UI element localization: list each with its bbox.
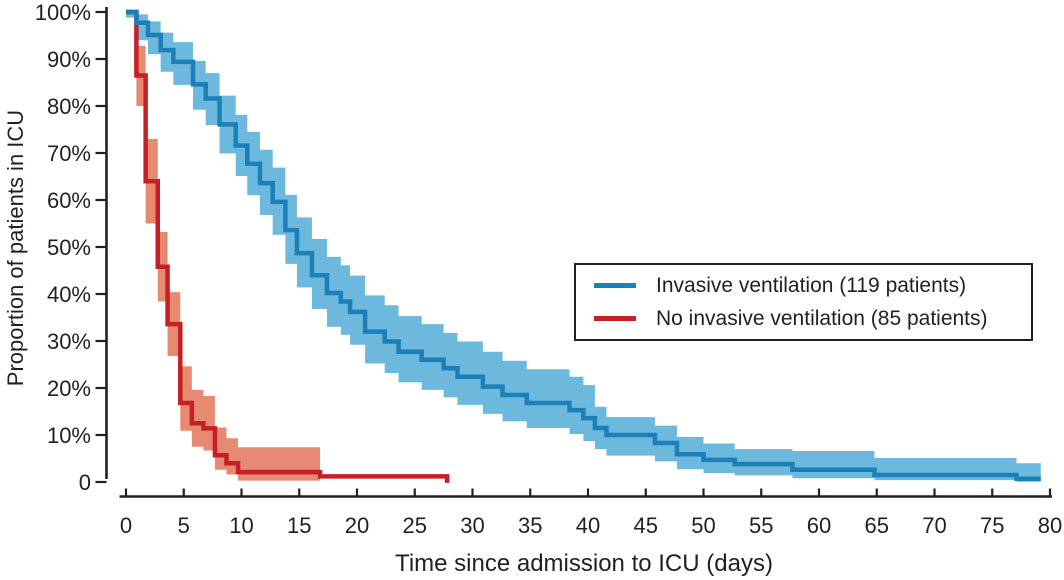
x-tick-label: 60 [807, 513, 831, 538]
x-tick-label: 70 [922, 513, 946, 538]
x-tick-label: 45 [634, 513, 658, 538]
y-tick-label: 50% [47, 235, 91, 260]
x-tick-label: 55 [749, 513, 773, 538]
invasive-ventilation-confidence-band [126, 12, 1041, 482]
x-tick-label: 40 [576, 513, 600, 538]
x-tick-label: 15 [287, 513, 311, 538]
x-tick-label: 0 [120, 513, 132, 538]
no-invasive-ventilation-step-line [126, 9, 450, 483]
x-tick-label: 80 [1038, 513, 1062, 538]
y-axis-title: Proportion of patients in ICU [3, 109, 28, 387]
y-tick-label: 70% [47, 141, 91, 166]
x-tick-label: 5 [178, 513, 190, 538]
legend-label-invasive-ventilation: Invasive ventilation (119 patients) [656, 273, 967, 297]
y-tick-label: 40% [47, 282, 91, 307]
y-tick-label: 90% [47, 47, 91, 72]
legend: Invasive ventilation (119 patients) No i… [574, 263, 1033, 341]
x-tick-label: 75 [980, 513, 1004, 538]
x-tick-label: 30 [460, 513, 484, 538]
x-tick-label: 65 [865, 513, 889, 538]
x-axis-title: Time since admission to ICU (days) [395, 550, 773, 577]
legend-swatch-no-invasive-ventilation [594, 316, 636, 321]
y-tick-label: 10% [47, 423, 91, 448]
y-tick-label: 0 [79, 470, 91, 495]
invasive-ventilation-step-line [126, 9, 1041, 481]
legend-item-invasive-ventilation: Invasive ventilation (119 patients) [594, 274, 1031, 298]
y-tick-label: 30% [47, 329, 91, 354]
legend-label-no-invasive-ventilation: No invasive ventilation (85 patients) [656, 306, 988, 330]
y-tick-label: 100% [35, 0, 91, 25]
y-tick-label: 60% [47, 188, 91, 213]
y-tick-label: 80% [47, 94, 91, 119]
legend-item-no-invasive-ventilation: No invasive ventilation (85 patients) [594, 307, 1031, 331]
x-tick-label: 20 [345, 513, 369, 538]
x-tick-label: 50 [691, 513, 715, 538]
y-tick-label: 20% [47, 376, 91, 401]
x-tick-label: 10 [229, 513, 253, 538]
x-tick-label: 25 [403, 513, 427, 538]
x-tick-label: 35 [518, 513, 542, 538]
legend-swatch-invasive-ventilation [594, 283, 636, 288]
